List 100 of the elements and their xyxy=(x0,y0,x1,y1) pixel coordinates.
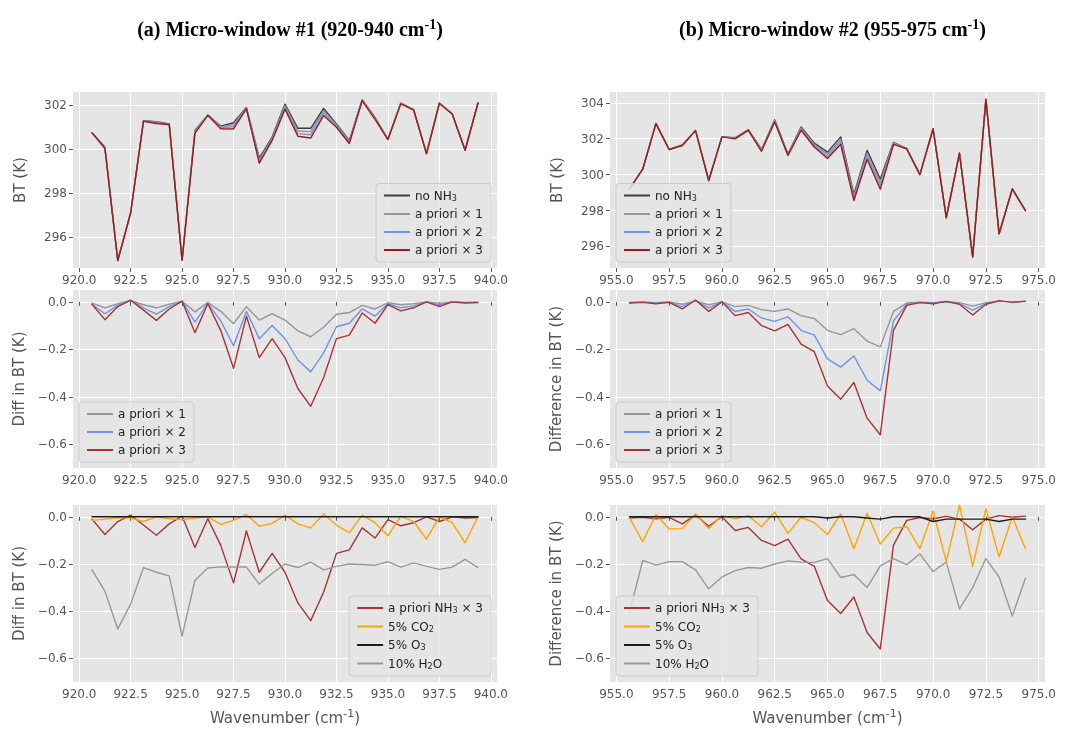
y-tick-label: −0.2 xyxy=(574,557,604,571)
legend-label: a priori × 3 xyxy=(655,443,723,457)
x-tick-label: 965.0 xyxy=(810,473,845,487)
x-tick-label: 967.5 xyxy=(863,473,898,487)
y-tick-label: 0.0 xyxy=(47,509,67,524)
x-tick-label: 965.0 xyxy=(810,273,845,287)
y-tick-label: −0.4 xyxy=(574,604,604,619)
y-tick-label: 0.0 xyxy=(584,509,604,524)
legend-label: no NH3 xyxy=(655,188,697,203)
y-tick-label: −0.2 xyxy=(37,342,67,357)
legend-label: a priori × 1 xyxy=(655,207,723,221)
x-tick-label: 970.0 xyxy=(915,273,951,287)
x-tick-label: 972.5 xyxy=(968,687,1004,701)
legend-label: a priori × 1 xyxy=(655,407,723,421)
y-tick-label: 298 xyxy=(44,186,67,201)
x-tick-label: 962.5 xyxy=(757,687,792,701)
x-tick-label: 972.5 xyxy=(968,473,1004,487)
x-tick-label: 955.0 xyxy=(599,273,634,287)
x-tick-label: 922.5 xyxy=(113,273,148,287)
y-tick-label: −0.6 xyxy=(574,651,604,666)
legend-label: a priori × 3 xyxy=(655,243,723,257)
x-tick-label: 935.0 xyxy=(370,687,406,701)
x-tick-label: 932.5 xyxy=(319,473,354,487)
x-tick-label: 960.0 xyxy=(704,687,740,701)
y-tick-label: 300 xyxy=(581,167,604,182)
x-tick-label: 937.5 xyxy=(422,473,457,487)
y-tick-label: 300 xyxy=(44,142,67,157)
legend-label: a priori × 3 xyxy=(415,243,483,257)
legend-label: a priori NH3 × 3 xyxy=(655,601,750,615)
x-tick-label: 925.0 xyxy=(164,687,200,701)
y-tick-label: 302 xyxy=(44,98,67,113)
y-tick-label: 298 xyxy=(581,203,604,218)
x-tick-label: 925.0 xyxy=(164,273,200,287)
y-axis-title: Diff in BT (K) xyxy=(10,331,29,427)
legend-label: 5% O3 xyxy=(388,638,426,652)
x-tick-label: 937.5 xyxy=(422,273,457,287)
x-tick-label: 970.0 xyxy=(915,687,951,701)
legend-label: a priori × 3 xyxy=(118,443,186,457)
y-tick-label: 296 xyxy=(581,239,604,254)
x-tick-label: 970.0 xyxy=(915,473,951,487)
legend-label: a priori × 2 xyxy=(118,425,186,439)
y-tick-label: −0.6 xyxy=(37,651,67,666)
x-tick-label: 940.0 xyxy=(473,473,508,487)
y-axis-title: Difference in BT (K) xyxy=(547,305,566,453)
x-tick-label: 955.0 xyxy=(599,687,634,701)
y-tick-label: 302 xyxy=(581,131,604,146)
x-tick-label: 967.5 xyxy=(863,273,898,287)
x-tick-label: 930.0 xyxy=(267,473,303,487)
y-tick-label: 296 xyxy=(44,230,67,245)
x-tick-label: 920.0 xyxy=(62,273,97,287)
x-tick-label: 920.0 xyxy=(62,687,97,701)
y-tick-label: −0.2 xyxy=(37,557,67,571)
x-tick-label: 965.0 xyxy=(810,687,845,701)
legend-label: no NH3 xyxy=(415,188,457,203)
x-tick-label: 922.5 xyxy=(113,687,148,701)
x-tick-label: 930.0 xyxy=(267,687,303,701)
x-tick-label: 975.0 xyxy=(1021,473,1056,487)
legend-label: 10% H2O xyxy=(388,656,443,671)
legend-label: a priori × 2 xyxy=(415,225,483,239)
y-tick-label: −0.4 xyxy=(37,389,67,404)
x-tick-label: 975.0 xyxy=(1021,687,1056,701)
x-tick-label: 932.5 xyxy=(319,687,354,701)
x-tick-label: 930.0 xyxy=(267,273,303,287)
x-tick-label: 957.5 xyxy=(651,273,687,287)
y-axis-title: BT (K) xyxy=(547,157,566,203)
x-tick-label: 935.0 xyxy=(370,473,406,487)
y-tick-label: −0.4 xyxy=(37,604,67,619)
y-tick-label: 0.0 xyxy=(47,294,67,309)
y-axis-title: Diff in BT (K) xyxy=(10,545,29,642)
x-tick-label: 975.0 xyxy=(1021,273,1056,287)
x-tick-label: 955.0 xyxy=(599,473,634,487)
x-tick-label: 957.5 xyxy=(651,473,687,487)
y-tick-label: 0.0 xyxy=(584,294,604,309)
y-tick-label: −0.6 xyxy=(574,437,604,452)
legend-label: a priori × 2 xyxy=(655,225,723,239)
legend-label: a priori × 2 xyxy=(655,425,723,439)
y-tick-label: 304 xyxy=(581,95,604,110)
x-tick-label: 940.0 xyxy=(473,687,508,701)
y-axis-title: BT (K) xyxy=(10,157,29,203)
x-tick-label: 927.5 xyxy=(216,687,251,701)
x-tick-label: 922.5 xyxy=(113,473,148,487)
x-tick-label: 967.5 xyxy=(863,687,898,701)
x-tick-label: 962.5 xyxy=(757,273,792,287)
legend-label: 5% O3 xyxy=(655,638,693,652)
x-tick-label: 972.5 xyxy=(968,273,1004,287)
legend-label: a priori × 1 xyxy=(118,407,186,421)
x-tick-label: 935.0 xyxy=(370,273,406,287)
legend-label: a priori NH3 × 3 xyxy=(388,601,484,615)
legend-label: 5% CO2 xyxy=(388,619,434,634)
x-tick-label: 962.5 xyxy=(757,473,792,487)
x-tick-label: 960.0 xyxy=(704,273,740,287)
x-tick-label: 937.5 xyxy=(422,687,457,701)
legend-label: a priori × 1 xyxy=(415,207,483,221)
legend-label: 10% H2O xyxy=(655,656,710,671)
x-tick-label: 920.0 xyxy=(62,473,97,487)
x-tick-label: 960.0 xyxy=(704,473,740,487)
x-tick-label: 932.5 xyxy=(319,273,354,287)
x-tick-label: 957.5 xyxy=(651,687,687,701)
y-tick-label: −0.4 xyxy=(574,389,604,404)
x-tick-label: 927.5 xyxy=(216,273,251,287)
